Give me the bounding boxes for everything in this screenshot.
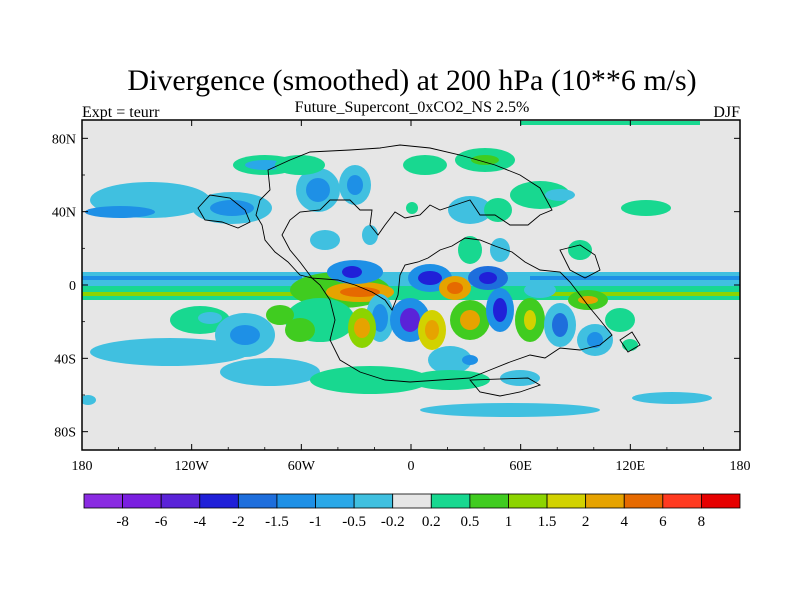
colorbar-label: 1.5 xyxy=(538,514,557,530)
continent-outlines xyxy=(197,144,641,397)
colorbar-label: -0.2 xyxy=(381,514,405,530)
y-tick-label: 40S xyxy=(54,352,76,367)
colorbar-swatch xyxy=(276,493,316,509)
colorbar-swatch xyxy=(701,493,741,509)
colorbar-label: -8 xyxy=(116,514,129,530)
coastline-south-america xyxy=(310,237,613,383)
colorbar-label: 1 xyxy=(505,514,513,530)
colorbar-swatch xyxy=(469,493,509,509)
y-tick-label: 0 xyxy=(69,279,76,294)
x-tick-label: 60E xyxy=(509,459,532,474)
colorbar-swatch xyxy=(508,493,548,509)
x-tick-label: 60W xyxy=(288,459,316,474)
colorbar-swatch xyxy=(199,493,239,509)
x-tick-label: 120E xyxy=(616,459,646,474)
y-tick-label: 80N xyxy=(52,132,76,147)
x-tick-label: 180 xyxy=(72,459,93,474)
x-tick-label: 180 xyxy=(730,459,751,474)
colorbar-swatch xyxy=(585,493,625,509)
colorbar-label: -0.5 xyxy=(342,514,366,530)
colorbar-label: 0.2 xyxy=(422,514,441,530)
colorbar-swatch xyxy=(160,493,201,509)
colorbar-swatch xyxy=(83,493,123,509)
y-tick-label: 80S xyxy=(54,426,76,441)
x-tick-label: 0 xyxy=(408,459,415,474)
coastline-north xyxy=(255,144,553,279)
x-tick-label: 120W xyxy=(175,459,210,474)
colorbar-label: 8 xyxy=(698,514,706,530)
experiment-label: Expt = teurr xyxy=(82,104,160,121)
colorbar-label: -1 xyxy=(309,514,322,530)
colorbar-swatch xyxy=(315,493,355,509)
colorbar-swatch xyxy=(430,493,471,509)
chart-subtitle: Future_Supercont_0xCO2_NS 2.5% xyxy=(295,99,530,116)
colorbar-swatch xyxy=(237,493,278,509)
colorbar-label: 4 xyxy=(620,514,628,530)
colorbar: -8 -6 -4 -2 -1.5 -1 -0.5 -0.2 0.2 0.5 1 1.5 2 4 6 8 xyxy=(83,493,741,530)
chart-title: Divergence (smoothed) at 200 hPa (10**6 … xyxy=(127,64,696,97)
colorbar-label: -2 xyxy=(232,514,245,530)
coastline-southern-land xyxy=(469,377,542,397)
colorbar-label: -6 xyxy=(155,514,168,530)
divergence-field xyxy=(82,121,740,417)
colorbar-swatch xyxy=(122,493,162,509)
colorbar-swatch xyxy=(546,493,587,509)
colorbar-label: 6 xyxy=(659,514,667,530)
coastline-east xyxy=(619,331,641,353)
colorbar-label: 0.5 xyxy=(461,514,480,530)
colorbar-swatch xyxy=(623,493,664,509)
coastline-west xyxy=(197,194,251,229)
colorbar-swatch xyxy=(392,493,432,509)
colorbar-swatch xyxy=(353,493,394,509)
y-tick-label: 40N xyxy=(52,206,76,221)
axes: 180 120W 60W 0 60E 120E 180 80N 40N 0 40S 80S xyxy=(52,120,751,474)
colorbar-label: -1.5 xyxy=(265,514,289,530)
coastline-islands xyxy=(559,244,601,279)
colorbar-label: 2 xyxy=(582,514,590,530)
colorbar-label: -4 xyxy=(194,514,207,530)
season-label: DJF xyxy=(713,104,740,121)
colorbar-swatch xyxy=(662,493,702,509)
